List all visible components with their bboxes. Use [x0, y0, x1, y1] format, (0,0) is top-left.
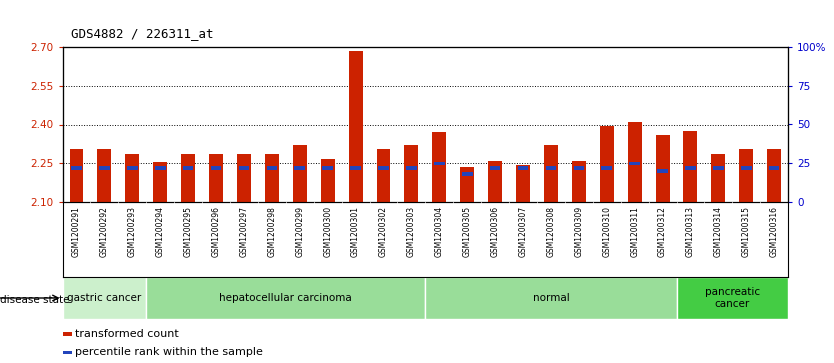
Bar — [63, 351, 72, 354]
Bar — [294, 166, 305, 170]
Bar — [425, 277, 676, 319]
Text: transformed count: transformed count — [75, 329, 179, 339]
Text: GSM1200311: GSM1200311 — [631, 206, 639, 257]
Text: GSM1200305: GSM1200305 — [463, 206, 472, 257]
Bar — [146, 277, 425, 319]
Text: disease state: disease state — [0, 295, 73, 305]
Bar — [686, 166, 696, 170]
Text: GSM1200293: GSM1200293 — [128, 206, 137, 257]
Bar — [127, 166, 138, 170]
Bar — [600, 126, 614, 202]
Text: GSM1200299: GSM1200299 — [295, 206, 304, 257]
Bar — [237, 154, 251, 202]
Bar — [63, 332, 72, 336]
Bar — [460, 167, 475, 202]
Bar — [350, 166, 361, 170]
Text: GSM1200314: GSM1200314 — [714, 206, 723, 257]
Bar — [574, 166, 584, 170]
Bar — [211, 166, 221, 170]
Text: GSM1200301: GSM1200301 — [351, 206, 360, 257]
Bar — [181, 154, 195, 202]
Text: GSM1200313: GSM1200313 — [686, 206, 695, 257]
Text: GSM1200316: GSM1200316 — [770, 206, 779, 257]
Bar — [572, 161, 585, 202]
Bar — [406, 166, 417, 170]
Bar — [601, 166, 612, 170]
Bar — [630, 162, 640, 165]
Text: gastric cancer: gastric cancer — [68, 293, 142, 303]
Text: GSM1200292: GSM1200292 — [100, 206, 109, 257]
Text: GSM1200308: GSM1200308 — [546, 206, 555, 257]
Text: GSM1200295: GSM1200295 — [183, 206, 193, 257]
Bar — [434, 162, 445, 165]
Bar — [518, 166, 528, 170]
Text: GSM1200303: GSM1200303 — [407, 206, 416, 257]
Bar — [183, 166, 193, 170]
Text: GSM1200307: GSM1200307 — [519, 206, 528, 257]
Text: GSM1200297: GSM1200297 — [239, 206, 249, 257]
Bar — [769, 166, 780, 170]
Text: GSM1200310: GSM1200310 — [602, 206, 611, 257]
Text: GSM1200302: GSM1200302 — [379, 206, 388, 257]
Bar — [676, 277, 788, 319]
Bar — [711, 154, 726, 202]
Bar — [656, 135, 670, 202]
Bar — [209, 154, 223, 202]
Text: hepatocellular carcinoma: hepatocellular carcinoma — [219, 293, 352, 303]
Bar — [99, 166, 110, 170]
Bar — [378, 166, 389, 170]
Text: GSM1200298: GSM1200298 — [268, 206, 276, 257]
Bar — [767, 149, 781, 202]
Bar — [741, 166, 751, 170]
Bar — [125, 154, 139, 202]
Bar — [516, 164, 530, 202]
Bar — [462, 172, 473, 176]
Bar — [63, 277, 146, 319]
Text: GSM1200306: GSM1200306 — [490, 206, 500, 257]
Bar — [153, 162, 167, 202]
Text: GDS4882 / 226311_at: GDS4882 / 226311_at — [71, 27, 214, 40]
Bar — [432, 132, 446, 202]
Bar — [71, 166, 82, 170]
Text: percentile rank within the sample: percentile rank within the sample — [75, 347, 263, 357]
Bar — [739, 149, 753, 202]
Text: GSM1200315: GSM1200315 — [741, 206, 751, 257]
Text: GSM1200312: GSM1200312 — [658, 206, 667, 257]
Bar — [69, 149, 83, 202]
Bar — [490, 166, 500, 170]
Bar — [98, 149, 112, 202]
Bar — [544, 145, 558, 202]
Bar — [349, 51, 363, 202]
Text: GSM1200304: GSM1200304 — [435, 206, 444, 257]
Text: GSM1200309: GSM1200309 — [575, 206, 583, 257]
Text: GSM1200291: GSM1200291 — [72, 206, 81, 257]
Bar — [488, 161, 502, 202]
Text: GSM1200300: GSM1200300 — [323, 206, 332, 257]
Bar — [267, 166, 277, 170]
Bar — [628, 122, 641, 202]
Bar — [293, 145, 307, 202]
Bar — [545, 166, 556, 170]
Bar — [684, 131, 697, 202]
Bar — [657, 169, 668, 173]
Bar — [376, 149, 390, 202]
Bar — [404, 145, 419, 202]
Bar — [265, 154, 279, 202]
Bar — [239, 166, 249, 170]
Text: GSM1200294: GSM1200294 — [156, 206, 165, 257]
Text: pancreatic
cancer: pancreatic cancer — [705, 287, 760, 309]
Bar — [321, 159, 334, 202]
Bar — [713, 166, 724, 170]
Text: normal: normal — [533, 293, 570, 303]
Text: GSM1200296: GSM1200296 — [212, 206, 220, 257]
Bar — [323, 166, 333, 170]
Bar — [155, 166, 165, 170]
